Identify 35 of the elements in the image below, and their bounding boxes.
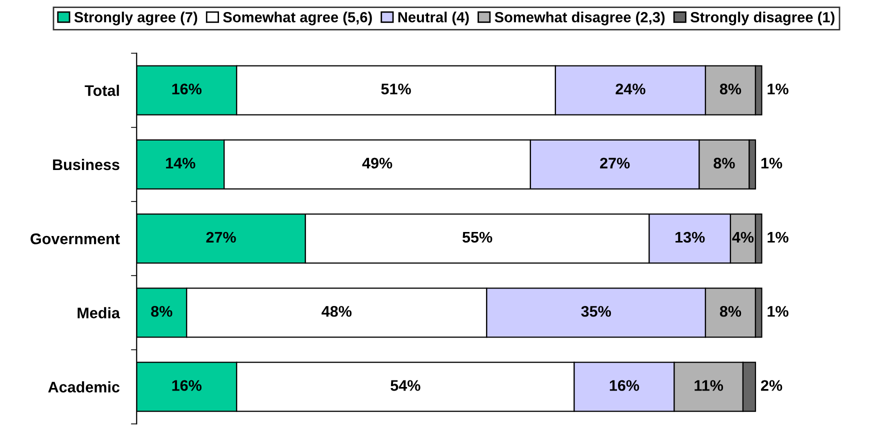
- data-label: 11%: [694, 380, 724, 391]
- data-label: 4%: [732, 232, 754, 243]
- data-label: 16%: [172, 84, 202, 94]
- legend-label: Neutral (4): [398, 12, 469, 26]
- data-label: 49%: [362, 158, 392, 169]
- data-label: 51%: [381, 84, 411, 94]
- y-tick-label: Academic: [48, 381, 120, 392]
- y-tick-label: Media: [78, 307, 120, 318]
- data-label: 1%: [761, 158, 782, 169]
- data-label: 1%: [768, 306, 788, 317]
- data-label: 35%: [581, 306, 611, 317]
- data-label: 27%: [206, 232, 236, 243]
- data-label: 27%: [600, 158, 630, 169]
- data-label: 8%: [720, 84, 742, 94]
- y-tick-label: Business: [53, 158, 120, 170]
- legend-label: Somewhat disagree (2,3): [494, 12, 665, 26]
- data-label: 8%: [720, 306, 742, 317]
- legend-label: Strongly agree (7): [74, 12, 198, 26]
- y-tick-label: Total: [84, 84, 119, 96]
- data-label: 8%: [714, 158, 735, 169]
- data-label: 8%: [151, 306, 172, 317]
- data-label: 2%: [761, 380, 782, 391]
- data-label: 24%: [616, 84, 646, 94]
- data-label: 14%: [166, 158, 196, 169]
- legend-label: Somewhat agree (5,6): [223, 12, 372, 26]
- y-tick-label: Government: [30, 233, 120, 244]
- data-label: 16%: [610, 380, 640, 391]
- data-label: 1%: [768, 232, 788, 243]
- data-label: 13%: [676, 232, 705, 243]
- legend-label: Strongly disagree (1): [690, 12, 834, 26]
- data-label: 55%: [462, 232, 492, 243]
- data-label: 1%: [768, 84, 788, 94]
- data-label: 48%: [322, 306, 352, 317]
- data-label: 54%: [390, 380, 420, 391]
- data-label: 16%: [172, 380, 202, 391]
